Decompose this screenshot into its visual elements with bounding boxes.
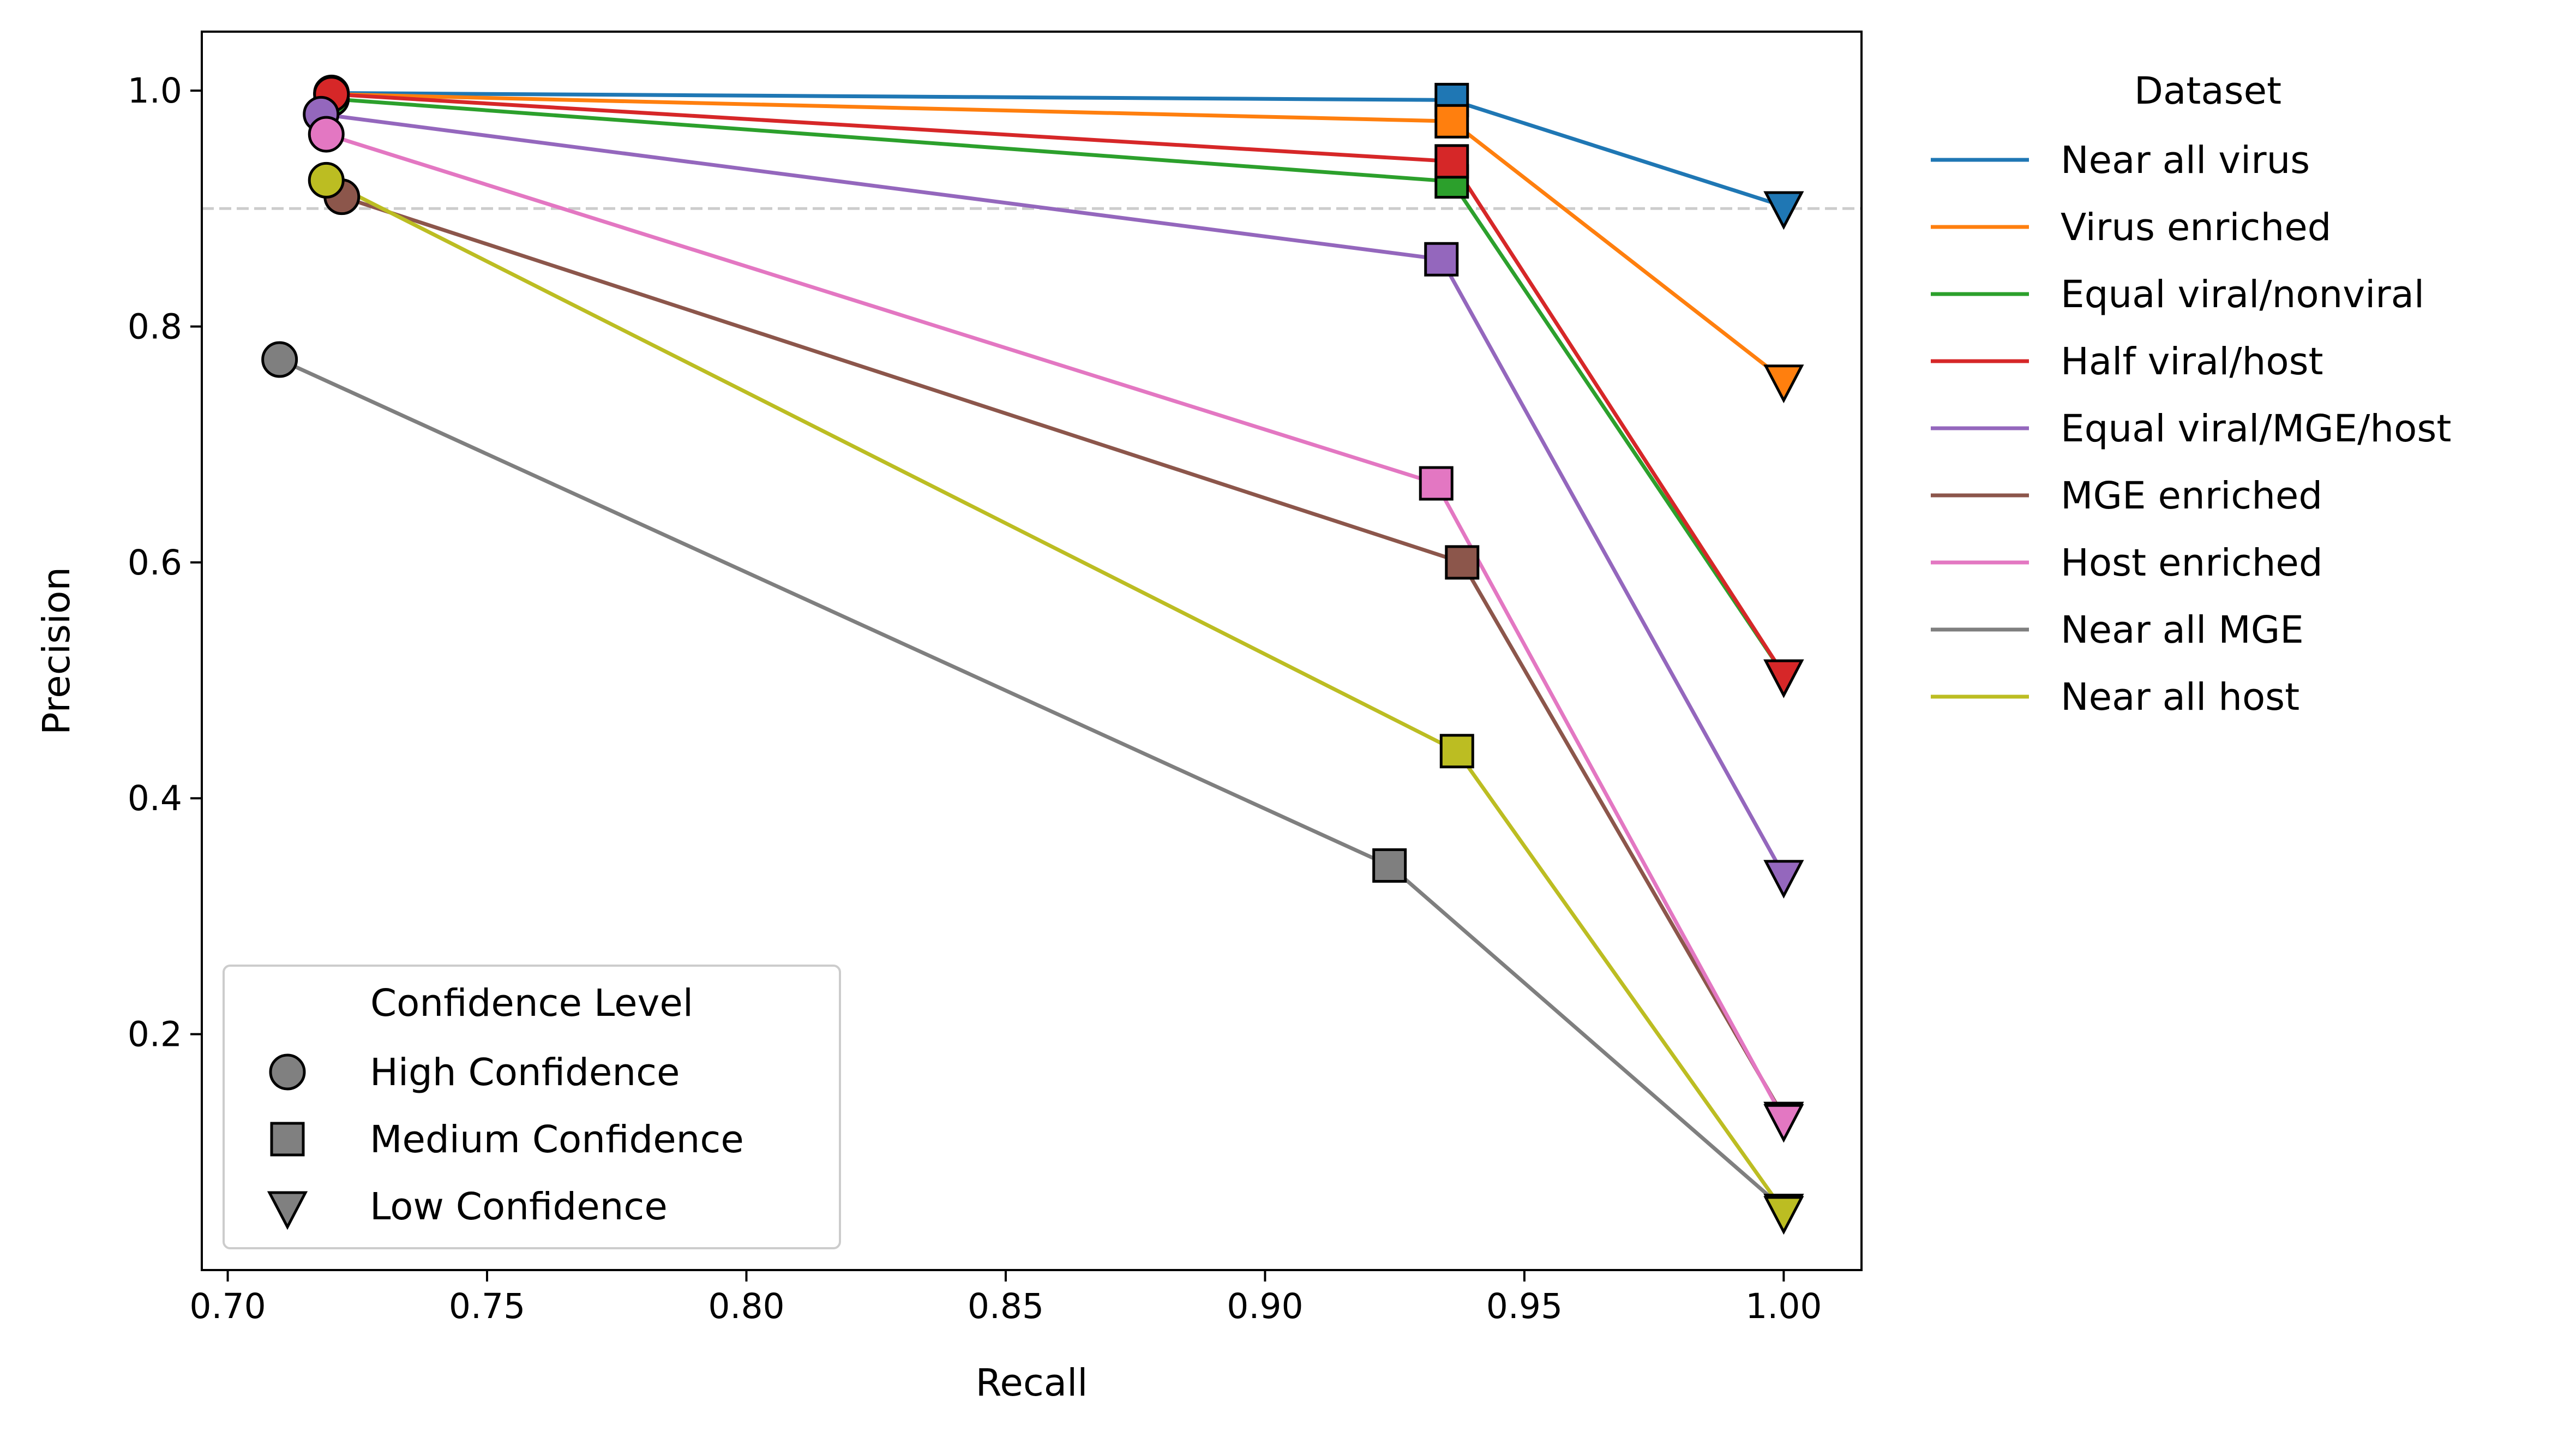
- x-tick-label: 0.95: [1486, 1286, 1563, 1326]
- point-near-all-host-medium: [1439, 734, 1474, 769]
- confidence-legend-label: High Confidence: [370, 1051, 680, 1094]
- point-mge-enriched-medium: [1445, 545, 1480, 580]
- point-virus-enriched-medium: [1434, 104, 1469, 139]
- dataset-legend-label: Half viral/host: [2061, 340, 2323, 384]
- x-tick-label: 1.00: [1745, 1286, 1822, 1326]
- confidence-legend-title: Confidence Level: [370, 981, 693, 1025]
- point-half-viral-host-low: [1763, 659, 1804, 698]
- point-near-all-host-high: [308, 161, 345, 199]
- confidence-legend-label: Medium Confidence: [370, 1118, 744, 1161]
- dataset-legend-label: Near all virus: [2061, 139, 2310, 182]
- x-axis-label: Recall: [976, 1361, 1088, 1405]
- x-tick-label: 0.90: [1227, 1286, 1303, 1326]
- y-tick-label: 0.6: [128, 543, 182, 583]
- y-tick-label: 0.2: [128, 1015, 182, 1055]
- point-equal-viral-mge-host-low: [1763, 860, 1804, 899]
- x-tick-label: 0.80: [708, 1286, 784, 1326]
- point-host-enriched-high: [308, 116, 345, 153]
- confidence-legend-marker-high-confidence: [269, 1053, 306, 1091]
- point-equal-viral-mge-host-medium: [1424, 242, 1459, 277]
- point-host-enriched-medium: [1419, 466, 1454, 501]
- plot-area: [202, 74, 1862, 1235]
- dataset-legend-label: Equal viral/nonviral: [2061, 273, 2424, 316]
- y-tick-label: 0.4: [128, 779, 182, 818]
- confidence-legend-marker-medium-confidence: [270, 1122, 305, 1157]
- point-near-all-mge-high: [261, 341, 298, 378]
- confidence-legend-label: Low Confidence: [370, 1185, 668, 1229]
- point-near-all-mge-medium: [1372, 848, 1407, 883]
- axes: 0.70 0.75 0.80 0.85 0.90 0.95 1.00 0.2 0.4 0.6 0.8…: [35, 31, 1863, 1405]
- dataset-legend-label: MGE enriched: [2061, 474, 2322, 518]
- dataset-legend-label: Equal viral/MGE/host: [2061, 407, 2451, 451]
- point-virus-enriched-low: [1763, 364, 1804, 404]
- y-tick-label: 1.0: [128, 71, 182, 111]
- y-axis-label: Precision: [35, 567, 79, 735]
- point-near-all-virus-low: [1763, 191, 1804, 230]
- confidence-legend-frame: [223, 965, 841, 1249]
- dataset-legend-label: Near all MGE: [2061, 608, 2304, 652]
- x-tick-label: 0.70: [189, 1286, 266, 1326]
- dataset-legend-title: Dataset: [2134, 69, 2281, 113]
- point-near-all-host-low: [1763, 1196, 1804, 1235]
- x-tick-label: 0.85: [968, 1286, 1044, 1326]
- x-tick-label: 0.75: [449, 1286, 525, 1326]
- point-near-all-virus-medium: [1434, 82, 1469, 117]
- y-tick-label: 0.8: [128, 307, 182, 346]
- point-host-enriched-low: [1763, 1104, 1804, 1143]
- dataset-legend-label: Host enriched: [2061, 541, 2323, 585]
- dataset-legend: Dataset Near all virus Virus enriched Equal…: [1931, 69, 2451, 719]
- confidence-legend: Confidence Level High Confidence Medium Co…: [223, 965, 841, 1249]
- axes-frame: [201, 31, 1863, 1271]
- point-half-viral-host-medium: [1434, 144, 1469, 179]
- dataset-legend-label: Near all host: [2061, 675, 2299, 719]
- confidence-legend-marker-low-confidence: [267, 1191, 308, 1230]
- dataset-legend-label: Virus enriched: [2061, 206, 2331, 249]
